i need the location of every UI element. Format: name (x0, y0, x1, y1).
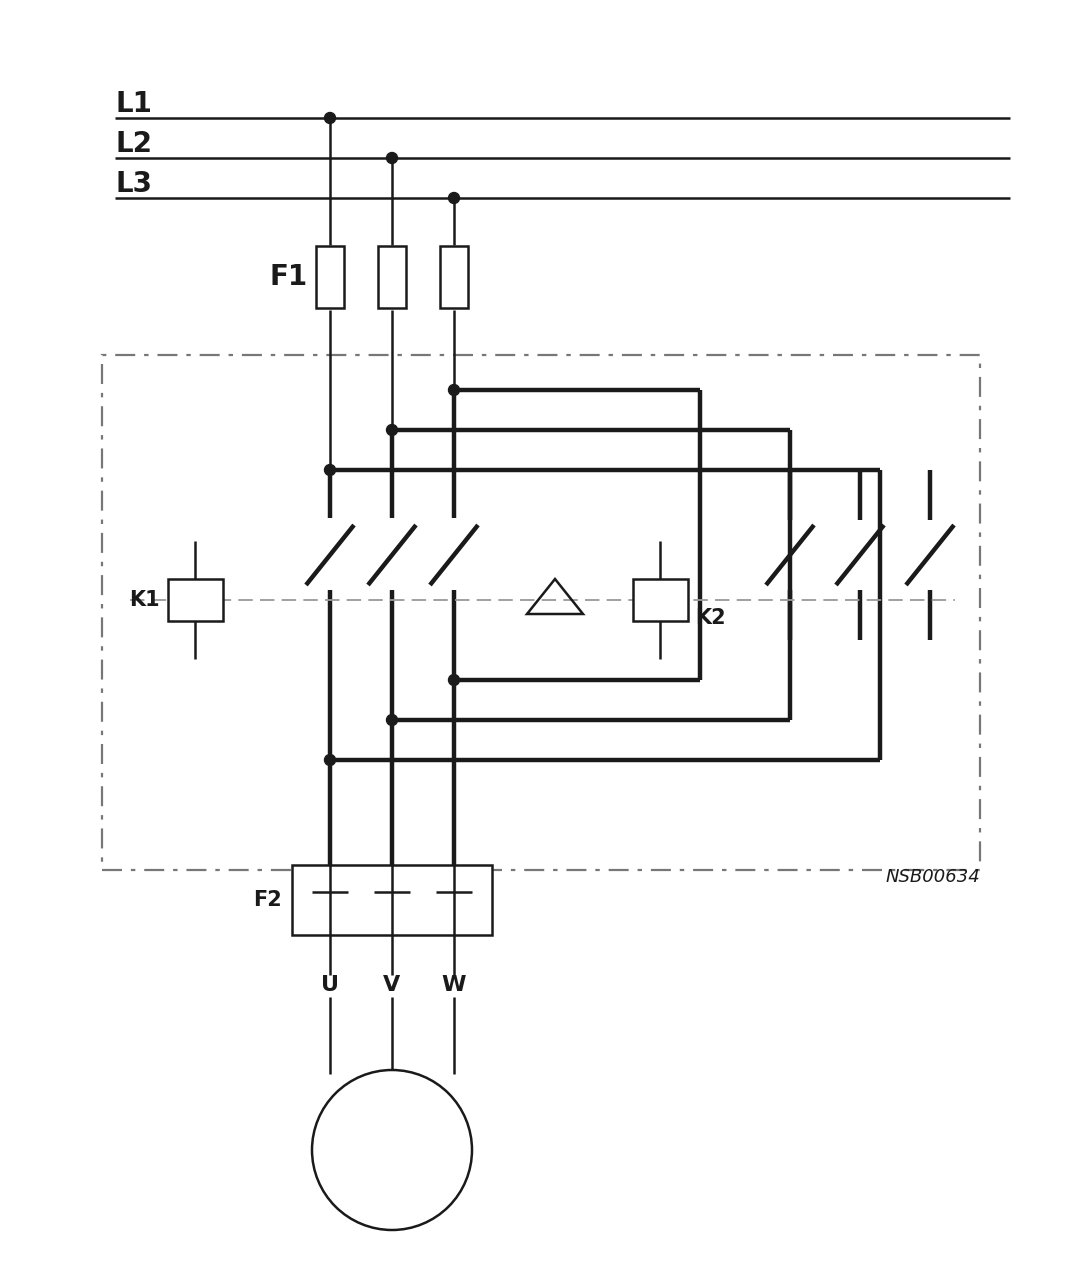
Circle shape (448, 675, 459, 686)
Text: L2: L2 (115, 131, 152, 157)
Bar (316, 246, 344, 308)
Circle shape (386, 425, 397, 435)
Text: 3~: 3~ (375, 1160, 409, 1180)
Bar (378, 246, 406, 308)
Bar (292, 865, 492, 934)
Circle shape (386, 152, 397, 164)
Text: M: M (376, 1121, 407, 1151)
Circle shape (324, 113, 335, 123)
Text: V: V (383, 975, 400, 995)
Text: L1: L1 (115, 90, 152, 118)
Text: W: W (442, 975, 467, 995)
Text: U: U (321, 975, 339, 995)
Text: L3: L3 (115, 170, 152, 198)
Circle shape (448, 384, 459, 396)
Text: K1: K1 (129, 590, 160, 611)
Circle shape (386, 714, 397, 726)
Text: F1: F1 (270, 262, 308, 291)
Circle shape (324, 754, 335, 765)
Bar (168, 579, 223, 621)
Bar (102, 355, 980, 870)
Bar (440, 246, 468, 308)
Circle shape (448, 192, 459, 204)
Circle shape (324, 465, 335, 475)
Text: F2: F2 (254, 890, 282, 910)
Bar (632, 579, 688, 621)
Text: NSB00634: NSB00634 (886, 868, 980, 886)
Text: K2: K2 (695, 608, 726, 628)
Circle shape (312, 1070, 472, 1230)
